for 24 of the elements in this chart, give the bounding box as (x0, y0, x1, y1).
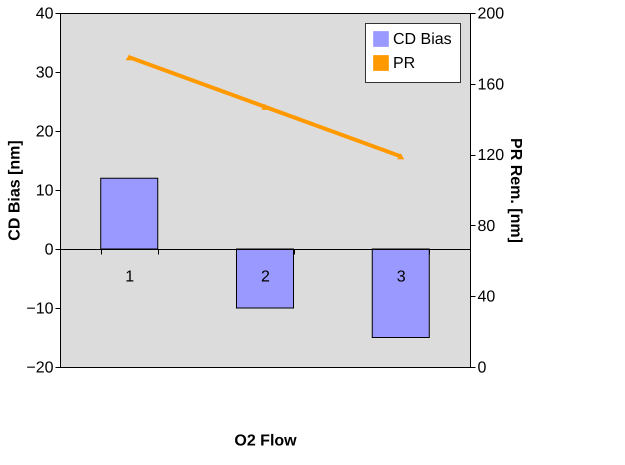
y2-axis-title: PR Rem. [nm] (507, 138, 524, 243)
legend-label: CD Bias (393, 31, 452, 48)
y2-tick-label: 120 (478, 147, 504, 164)
x-axis-title: O2 Flow (234, 432, 298, 450)
y-tick-label: −10 (26, 300, 54, 318)
x-tick-label: 1 (125, 268, 134, 286)
y-tick-label: 30 (36, 64, 54, 82)
y2-tick-label: 160 (478, 76, 504, 94)
x-tick-label: 3 (396, 268, 406, 286)
legend-label: PR (393, 55, 416, 72)
point (261, 104, 269, 110)
y-tick-label: 0 (44, 242, 54, 258)
y-tick-label: 40 (36, 6, 54, 22)
y2-tick-label: 0 (478, 360, 486, 376)
x-tick-label: 2 (261, 268, 270, 286)
y-tick-label: −20 (26, 360, 54, 376)
y-axis-title: CD Bias [nm] (6, 140, 24, 241)
y2-tick-label: 40 (478, 288, 496, 306)
y2-tick-label: 200 (478, 6, 504, 22)
y-tick-label: 10 (36, 182, 54, 200)
y2-tick-label: 80 (478, 218, 496, 235)
point (126, 54, 133, 60)
y-tick-label: 20 (36, 124, 54, 140)
point (397, 153, 404, 160)
